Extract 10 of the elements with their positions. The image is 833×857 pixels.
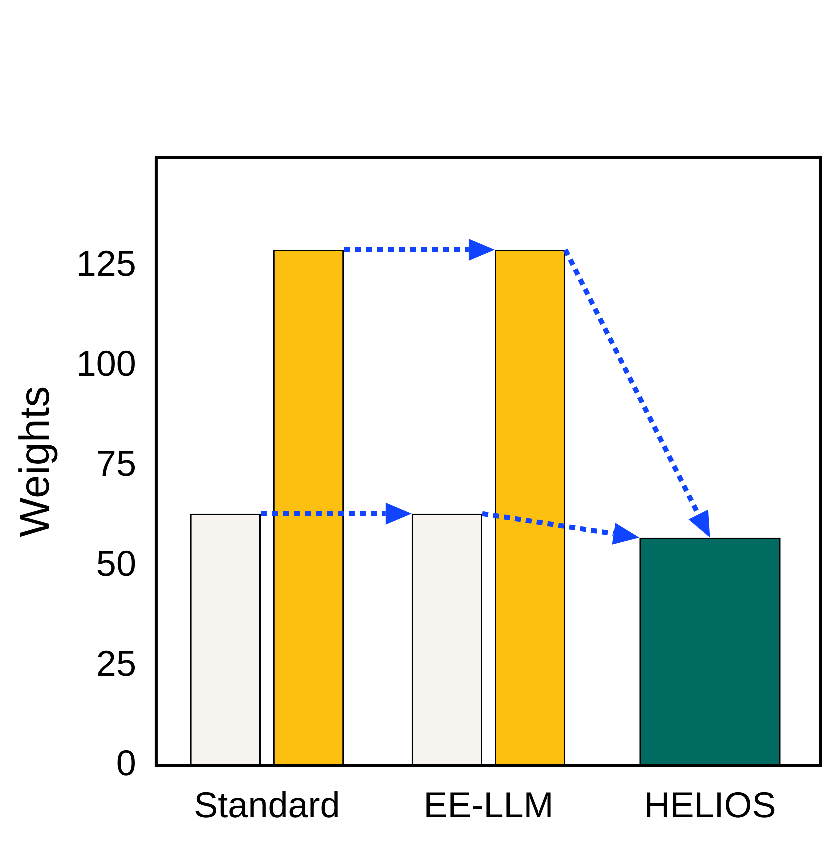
- y-tick-label: 125: [76, 242, 136, 284]
- y-tick-label: 0: [116, 742, 136, 784]
- y-tick-label: 25: [96, 642, 136, 684]
- x-tick-label: EE-LLM: [424, 784, 554, 826]
- x-tick-label: HELIOS: [644, 784, 776, 826]
- y-tick-label: 75: [96, 442, 136, 484]
- y-tick-label: 50: [96, 542, 136, 584]
- x-tick-label: Standard: [194, 784, 340, 826]
- y-axis-title: Weights: [10, 386, 58, 538]
- y-tick-label: 100: [76, 342, 136, 384]
